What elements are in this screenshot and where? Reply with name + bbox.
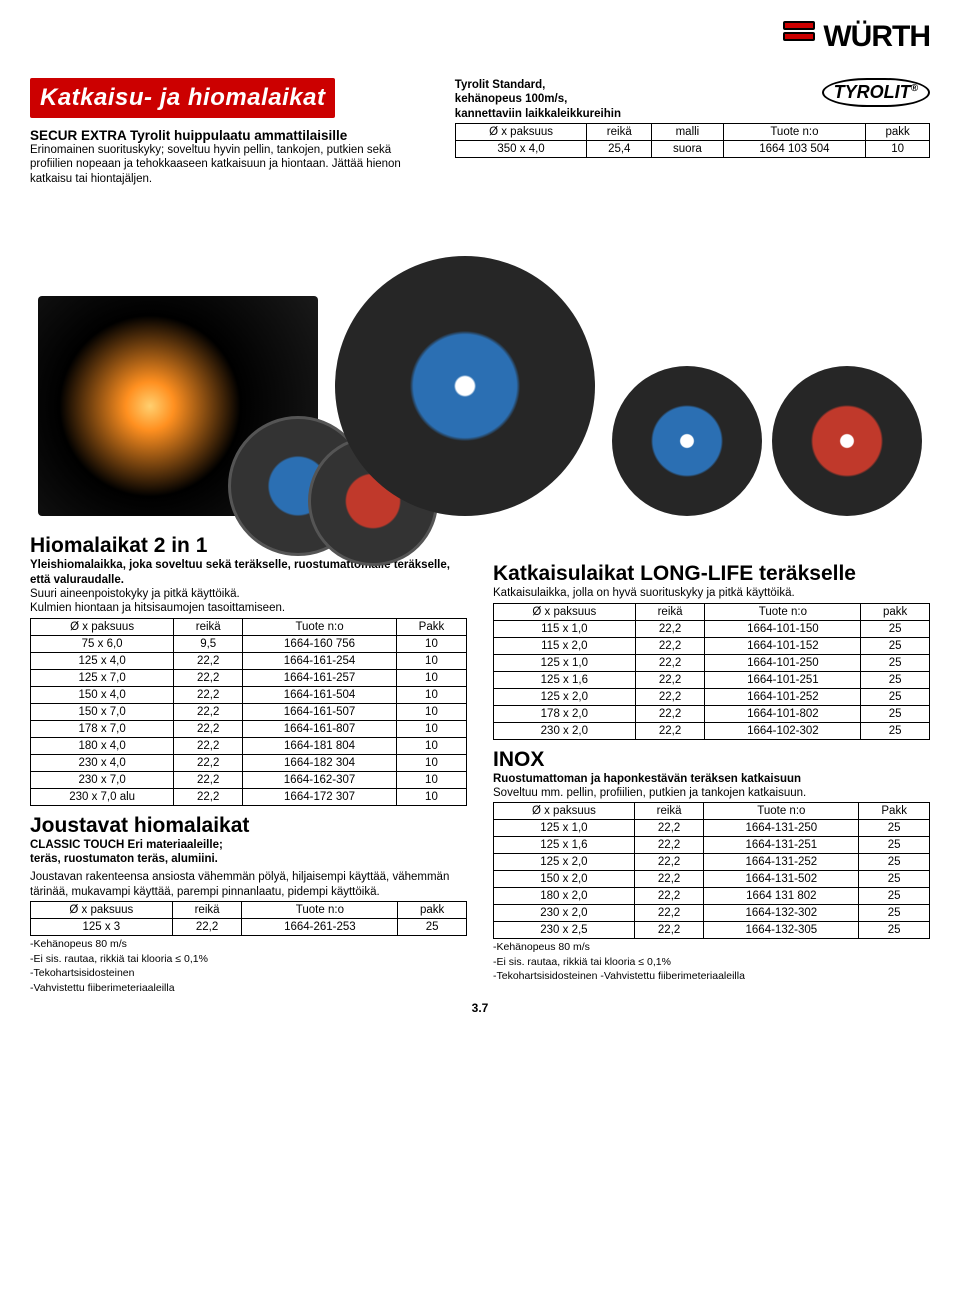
table-row: 125 x 7,022,21664-161-25710 [31, 669, 467, 686]
table-row: 125 x 4,022,21664-161-25410 [31, 652, 467, 669]
table-row: 230 x 7,0 alu22,21664-172 30710 [31, 788, 467, 805]
table-row: 125 x 1,022,21664-101-25025 [494, 654, 930, 671]
joustavat-sub1: CLASSIC TOUCH Eri materiaaleille; [30, 838, 467, 852]
top-right-block: TYROLIT® Tyrolit Standard, kehänopeus 10… [455, 78, 930, 158]
col-header: reikä [634, 803, 703, 820]
col-header: reikä [635, 603, 705, 620]
joustavat-foot3: -Tekohartsisidosteinen [30, 967, 467, 980]
product-image-row [30, 216, 930, 516]
table-row: 178 x 7,022,21664-161-80710 [31, 720, 467, 737]
grinding-photo-left [38, 296, 318, 516]
secur-body: Erinomainen suorituskyky; soveltuu hyvin… [30, 143, 435, 186]
disc-large-blue [335, 256, 595, 516]
joustavat-foot4: -Vahvistettu fiiberimeteriaaleilla [30, 982, 467, 995]
disc-small-red [772, 366, 922, 516]
col-header: malli [652, 124, 723, 141]
hiomalaikat-sub2: Suuri aineenpoistokyky ja pitkä käyttöik… [30, 587, 467, 601]
col-header: reikä [587, 124, 652, 141]
table-row: 150 x 7,022,21664-161-50710 [31, 703, 467, 720]
col-header: Tuote n:o [243, 618, 397, 635]
col-header: Ø x paksuus [31, 902, 173, 919]
col-header: pakk [866, 124, 930, 141]
hiomalaikat-sub3: Kulmien hiontaan ja hitsisaumojen tasoit… [30, 601, 467, 615]
table-row: 230 x 2,522,21664-132-30525 [494, 922, 930, 939]
col-header: Tuote n:o [723, 124, 866, 141]
inox-foot1: -Kehänopeus 80 m/s [493, 941, 930, 954]
table-row: 125 x 2,022,21664-131-25225 [494, 854, 930, 871]
table-row: 350 x 4,025,4suora1664 103 50410 [455, 141, 929, 158]
secur-heading: SECUR EXTRA Tyrolit huippulaatu ammattil… [30, 128, 435, 143]
table-row: 75 x 6,09,51664-160 75610 [31, 635, 467, 652]
left-column: Hiomalaikat 2 in 1 Yleishiomalaikka, jok… [30, 526, 467, 994]
table-row: 125 x 1,622,21664-101-25125 [494, 671, 930, 688]
joustavat-sub2: teräs, ruostumaton teräs, alumiini. [30, 852, 467, 866]
col-header: Tuote n:o [242, 902, 398, 919]
table-row: 230 x 4,022,21664-182 30410 [31, 754, 467, 771]
page-title: Katkaisu- ja hiomalaikat [30, 78, 335, 118]
col-header: pakk [398, 902, 467, 919]
table-row: 150 x 2,022,21664-131-50225 [494, 871, 930, 888]
col-header: reikä [174, 618, 243, 635]
inox-foot2: -Ei sis. rautaa, rikkiä tai klooria ≤ 0,… [493, 956, 930, 969]
table-row: 230 x 2,022,21664-132-30225 [494, 905, 930, 922]
right-column: Katkaisulaikat LONG-LIFE teräkselle Katk… [493, 526, 930, 983]
col-header: Ø x paksuus [494, 803, 635, 820]
page-number: 3.7 [30, 1001, 930, 1015]
longlife-sub: Katkaisulaikka, jolla on hyvä suoritusky… [493, 586, 930, 600]
table-row: 230 x 2,022,21664-102-30225 [494, 722, 930, 739]
col-header: Pakk [396, 618, 466, 635]
tyrolit-table: Ø x paksuusreikämalliTuote n:opakk 350 x… [455, 123, 930, 158]
col-header: Pakk [859, 803, 930, 820]
tyrolit-logo: TYROLIT® [822, 78, 930, 107]
table-row: 125 x 1,622,21664-131-25125 [494, 837, 930, 854]
col-header: Ø x paksuus [494, 603, 636, 620]
inox-sub2: Soveltuu mm. pellin, profiilien, putkien… [493, 786, 930, 800]
table-row: 125 x 322,21664-261-25325 [31, 919, 467, 936]
tyrolit-h3: kannettaviin laikkaleikkureihin [455, 107, 930, 121]
col-header: reikä [172, 902, 242, 919]
table-row: 125 x 2,022,21664-101-25225 [494, 688, 930, 705]
inox-foot3: -Tekohartsisidosteinen -Vahvistettu fiib… [493, 970, 930, 983]
inox-sub1: Ruostumattoman ja haponkestävän teräksen… [493, 772, 930, 786]
joustavat-foot1: -Kehänopeus 80 m/s [30, 938, 467, 951]
brand-header: WÜRTH [30, 20, 930, 54]
joustavat-table: Ø x paksuusreikäTuote n:opakk 125 x 322,… [30, 901, 467, 936]
table-row: 125 x 1,022,21664-131-25025 [494, 820, 930, 837]
table-row: 115 x 1,022,21664-101-15025 [494, 620, 930, 637]
longlife-table: Ø x paksuusreikäTuote n:opakk 115 x 1,02… [493, 603, 930, 740]
table-row: 178 x 2,022,21664-101-80225 [494, 705, 930, 722]
joustavat-title: Joustavat hiomalaikat [30, 814, 467, 838]
brand-name: WÜRTH [823, 20, 930, 54]
lower-columns: Hiomalaikat 2 in 1 Yleishiomalaikka, jok… [30, 526, 930, 994]
disc-small-blue [612, 366, 762, 516]
table-row: 230 x 7,022,21664-162-30710 [31, 771, 467, 788]
top-left-block: Katkaisu- ja hiomalaikat SECUR EXTRA Tyr… [30, 78, 435, 186]
hiomalaikat-sub1: Yleishiomalaikka, joka soveltuu sekä ter… [30, 558, 467, 587]
joustavat-foot2: -Ei sis. rautaa, rikkiä tai klooria ≤ 0,… [30, 953, 467, 966]
top-section: Katkaisu- ja hiomalaikat SECUR EXTRA Tyr… [30, 78, 930, 186]
table-row: 180 x 2,022,21664 131 80225 [494, 888, 930, 905]
joustavat-body: Joustavan rakenteensa ansiosta vähemmän … [30, 870, 467, 899]
col-header: pakk [861, 603, 930, 620]
col-header: Tuote n:o [705, 603, 861, 620]
col-header: Ø x paksuus [31, 618, 174, 635]
wurth-logo-icon [783, 21, 815, 53]
hiomalaikat-table: Ø x paksuusreikäTuote n:oPakk 75 x 6,09,… [30, 618, 467, 806]
table-row: 115 x 2,022,21664-101-15225 [494, 637, 930, 654]
col-header: Ø x paksuus [455, 124, 587, 141]
inox-title: INOX [493, 748, 930, 772]
longlife-title: Katkaisulaikat LONG-LIFE teräkselle [493, 562, 930, 586]
table-row: 180 x 4,022,21664-181 80410 [31, 737, 467, 754]
col-header: Tuote n:o [704, 803, 859, 820]
inox-table: Ø x paksuusreikäTuote n:oPakk 125 x 1,02… [493, 802, 930, 939]
table-row: 150 x 4,022,21664-161-50410 [31, 686, 467, 703]
